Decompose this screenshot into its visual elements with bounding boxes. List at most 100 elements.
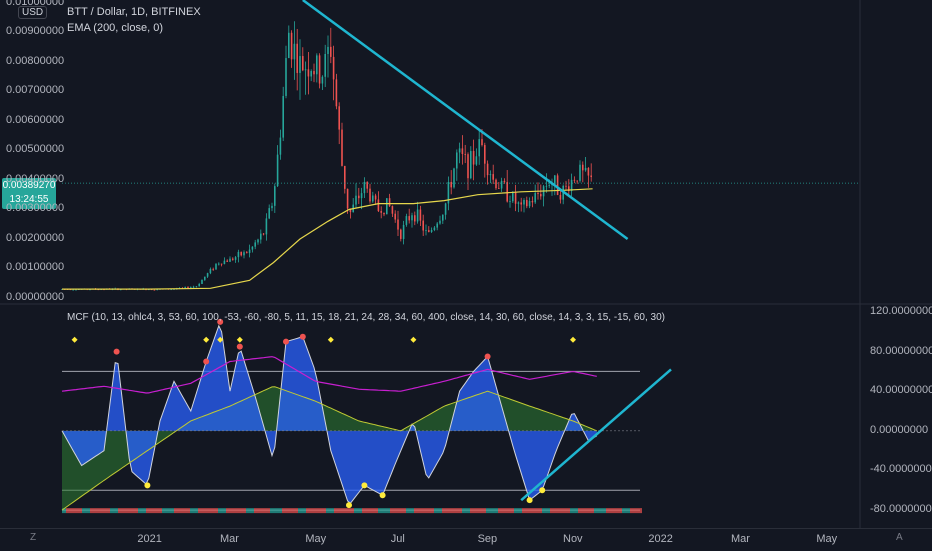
candle-body	[498, 188, 500, 189]
candle-body	[540, 194, 542, 197]
candle-body	[411, 215, 413, 221]
candle-body	[397, 219, 399, 230]
candle-body	[360, 193, 363, 199]
candle-body	[265, 218, 268, 235]
candle-body	[442, 214, 444, 221]
osc-bottom-band-cell	[274, 508, 278, 514]
symbol-legend[interactable]: BTT / Dollar, 1D, BITFINEX	[67, 6, 201, 18]
last-price-value: 0.00389270	[2, 180, 56, 191]
candle-body	[503, 180, 506, 183]
candle-body	[226, 260, 228, 262]
osc-bottom-band-cell	[574, 508, 578, 514]
oscillator-trendline	[520, 368, 672, 502]
osc-bottom-band-cell	[234, 508, 238, 514]
osc-bottom-band-cell	[490, 508, 494, 514]
osc-bottom-band-cell	[202, 508, 206, 514]
wave-peak-marker	[283, 338, 289, 345]
wave-peak-marker	[203, 358, 210, 365]
osc-bottom-band-cell	[350, 508, 354, 514]
wave-area	[62, 325, 597, 504]
time-axis-bar[interactable]	[0, 528, 932, 551]
candle-body	[170, 289, 172, 290]
momentum-line	[61, 386, 597, 511]
time-axis-label: May	[816, 533, 838, 545]
candle-body	[75, 289, 77, 291]
price-axis-label: 0.00300000	[6, 202, 65, 215]
osc-bottom-band-cell	[174, 508, 178, 514]
osc-bottom-band-cell	[370, 508, 374, 514]
candle-body	[587, 167, 590, 176]
auto-scale-icon[interactable]: A	[896, 532, 903, 543]
time-axis-label: 2022	[648, 533, 673, 545]
bar-countdown: 13:24:55	[9, 194, 49, 205]
candle-body	[559, 194, 562, 200]
candle-body	[363, 181, 366, 194]
osc-bottom-band-cell	[586, 508, 590, 514]
osc-bottom-band-cell	[566, 508, 570, 514]
candle-body	[506, 182, 508, 202]
candle-body	[428, 230, 430, 232]
price-axis-label: 0.00800000	[6, 54, 65, 67]
candle-body	[526, 199, 528, 207]
wave-trough-marker	[526, 497, 533, 504]
osc-bottom-band-cell	[414, 508, 418, 514]
osc-bottom-band-cell	[230, 508, 234, 514]
candle-body	[548, 185, 550, 186]
candle-body	[257, 239, 259, 243]
candle-body	[279, 137, 282, 155]
candle-body	[271, 205, 273, 209]
osc-bottom-band-cell	[506, 508, 510, 514]
wave-peak-marker	[484, 353, 491, 360]
osc-bottom-band-cell	[270, 508, 274, 514]
candle-body	[89, 289, 91, 291]
currency-tag[interactable]: USD	[18, 6, 48, 19]
osc-bottom-band-cell	[254, 508, 258, 514]
wave-trough-marker	[379, 492, 386, 499]
candle-body	[332, 56, 335, 80]
osc-bottom-band-cell	[450, 508, 454, 514]
candle-body	[467, 154, 469, 179]
time-axis-label: 2021	[137, 533, 162, 545]
osc-bottom-band-cell	[386, 508, 390, 514]
osc-bottom-band-cell	[322, 508, 326, 514]
candle-body	[184, 287, 186, 289]
zoom-icon[interactable]: Z	[30, 532, 37, 543]
osc-bottom-band-cell	[150, 508, 154, 514]
osc-bottom-band-cell	[466, 508, 470, 514]
candle-body	[447, 181, 450, 204]
osc-bottom-band-cell	[626, 508, 630, 514]
ema-legend[interactable]: EMA (200, close, 0)	[67, 22, 163, 34]
osc-bottom-band-cell	[86, 508, 90, 514]
osc-bottom-band-cell	[474, 508, 478, 514]
price-axis-label: 0.00700000	[6, 84, 65, 97]
candle-body	[341, 129, 343, 166]
osc-bottom-band-cell	[406, 508, 410, 514]
candle-body	[394, 213, 396, 220]
osc-bottom-band-cell	[358, 508, 362, 514]
signal-diamond	[203, 336, 210, 343]
osc-bottom-band-cell	[638, 508, 642, 514]
candle-body	[456, 152, 458, 169]
osc-bottom-band-cell	[366, 508, 370, 514]
wave-line	[61, 324, 598, 505]
candle-body	[212, 268, 214, 270]
osc-bottom-band-cell	[298, 508, 302, 514]
price-axis-label: 0.00000000	[6, 291, 65, 303]
candle-body	[240, 251, 242, 256]
candle-body	[472, 151, 475, 165]
mcf-legend[interactable]: MCF (10, 13, ohlc4, 3, 53, 60, 100, -53,…	[67, 312, 665, 323]
price-axis-label: 0.00100000	[6, 261, 65, 274]
candle-body	[187, 287, 189, 289]
osc-bottom-band-cell	[314, 508, 318, 514]
candle-body	[201, 279, 203, 284]
candle-body	[173, 288, 175, 290]
candle-body	[338, 106, 340, 130]
osc-bottom-band-cell	[446, 508, 450, 514]
candle-body	[520, 202, 522, 205]
candle-body	[579, 164, 581, 181]
osc-bottom-band-cell	[134, 508, 138, 514]
candle-body	[386, 198, 388, 215]
osc-axis-label: 0.00000000	[870, 423, 929, 436]
osc-bottom-band-cell	[526, 508, 530, 514]
